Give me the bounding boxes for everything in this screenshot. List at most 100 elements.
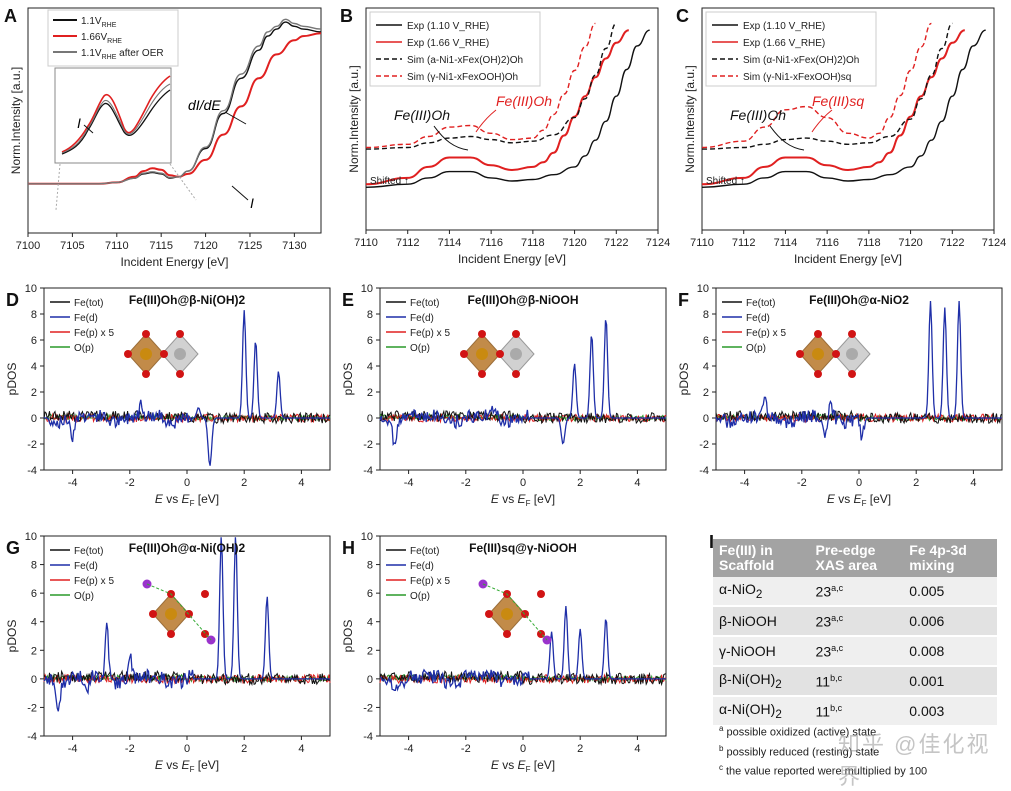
legend-entry: Fe(p) x 5 — [746, 328, 786, 339]
watermark: 知乎 @佳化视界 — [838, 732, 991, 789]
series-group — [701, 22, 986, 188]
scaffold-cell: β-Ni(OH)2 — [713, 666, 810, 697]
y-tick-label: 10 — [25, 283, 37, 295]
structure-icon — [142, 579, 216, 645]
area-cell: 11b,c — [809, 696, 904, 727]
o-atom — [176, 330, 184, 338]
y-tick-label: 6 — [367, 335, 373, 347]
shifted-label: Shifted ↑ — [706, 176, 745, 187]
legend-entry: Fe(tot) — [74, 546, 103, 557]
series-line — [43, 537, 330, 712]
x-tick-label: 7100 — [16, 240, 40, 252]
o-atom — [848, 370, 856, 378]
legend-entry: Fe(p) x 5 — [74, 328, 114, 339]
x-tick-label: 2 — [241, 743, 247, 755]
series-line — [379, 669, 667, 687]
x-tick-label: 7112 — [732, 237, 756, 249]
x-tick-label: 0 — [520, 743, 526, 755]
footnote: b possibly reduced (resting) state — [719, 743, 880, 759]
x-tick-label: 0 — [520, 477, 526, 489]
chart-panel-h: H -4 -2 0 2 4 -4 -2 0 2 4 6 8 10 E vs EF [eV] pDOS Fe(to… — [341, 531, 667, 774]
y-tick-label: 8 — [31, 560, 37, 572]
x-tick-label: -2 — [797, 477, 807, 489]
inset-leader — [55, 163, 61, 211]
scaffold-cell: α-NiO2 — [713, 577, 810, 607]
chart-panel-d: D -4 -2 0 2 4 -4 -2 0 2 4 6 8 10 E vs EF [eV] pDOS Fe(to… — [5, 283, 331, 508]
y-axis-label: Norm.Intensity [a.u.] — [9, 67, 23, 174]
x-tick-label: 7112 — [396, 237, 420, 249]
plot-title: Fe(III)Oh@β-NiOOH — [467, 293, 578, 307]
annotation-arrow — [83, 124, 94, 134]
xas-table: Fe(III) in Scaffold Pre-edge XAS area Fe… — [713, 539, 997, 727]
plot-title: Fe(III)Oh@α-NiO2 — [809, 293, 909, 307]
x-axis-label: Incident Energy [eV] — [794, 252, 902, 266]
x-tick-label: 2 — [913, 477, 919, 489]
y-tick-label: 10 — [697, 283, 709, 295]
x-tick-label: 7120 — [193, 240, 217, 252]
x-tick-label: 7125 — [238, 240, 262, 252]
legend-entry: Exp (1.10 V_RHE) — [743, 21, 825, 32]
y-tick-label: -4 — [27, 465, 37, 477]
x-tick-label: 7118 — [521, 237, 545, 249]
x-tick-label: 7110 — [105, 240, 129, 252]
legend-entry: Fe(tot) — [410, 298, 439, 309]
y-tick-label: -4 — [27, 731, 37, 743]
series-line — [701, 22, 953, 150]
plot-frame — [27, 7, 322, 234]
annotation-arrow — [475, 109, 497, 133]
legend-entry: Sim (a-Ni1-xFex(OH)2)Oh — [407, 55, 523, 66]
y-axis-label: pDOS — [5, 620, 19, 653]
plot-title: Fe(III)Oh@α-Ni(OH)2 — [129, 541, 246, 555]
y-tick-label: 0 — [31, 413, 37, 425]
y-tick-label: -4 — [699, 465, 709, 477]
panel-label: A — [4, 6, 17, 26]
legend-entry: Fe(tot) — [410, 546, 439, 557]
legend-entry: Sim (γ-Ni1-xFexOOH)sq — [743, 72, 851, 83]
legend-entry: Fe(tot) — [74, 298, 103, 309]
legend-entry: Fe(p) x 5 — [410, 328, 450, 339]
chart-panel-b: B 7110 7112 7114 7116 7118 7120 7122 7124 Inciden… — [340, 6, 670, 266]
series-group — [365, 22, 650, 188]
y-tick-label: 6 — [31, 588, 37, 600]
panel-label: C — [676, 6, 689, 26]
x-tick-label: -4 — [404, 743, 414, 755]
legend: Exp (1.10 V_RHE) Exp (1.66 V_RHE) Sim (α-N… — [705, 11, 877, 87]
x-tick-label: 4 — [970, 477, 976, 489]
legend-entry: Sim (α-Ni1-xFex(OH)2)Oh — [743, 55, 859, 66]
legend-entry: O(p) — [74, 591, 94, 602]
inset-curve-black — [61, 89, 171, 155]
y-axis-label: Norm.Intensity [a.u.] — [683, 65, 697, 172]
table-header-row: Fe(III) in Scaffold Pre-edge XAS area Fe… — [713, 539, 997, 577]
y-tick-label: 0 — [703, 413, 709, 425]
mixing-cell: 0.001 — [903, 666, 997, 697]
annotation-arrow — [769, 125, 805, 151]
area-cell: 23a,c — [809, 606, 904, 637]
legend-entry: Fe(d) — [74, 313, 98, 324]
o-atom — [460, 350, 468, 358]
x-axis-label: E vs EF [eV] — [491, 492, 555, 508]
series-line — [365, 22, 596, 149]
y-tick-label: 10 — [361, 283, 373, 295]
series-line — [28, 18, 322, 185]
x-tick-label: 7114 — [438, 237, 462, 249]
x-tick-label: 7130 — [282, 240, 306, 252]
panel-label: D — [6, 290, 19, 310]
legend: 1.1VRHE 1.66VRHE 1.1VRHE after OER — [47, 9, 179, 67]
structure-icon — [460, 330, 535, 378]
legend: Fe(tot) Fe(d) Fe(p) x 5 O(p) — [50, 298, 114, 354]
x-tick-label: 2 — [241, 477, 247, 489]
annotation-arrow — [231, 185, 249, 201]
x-tick-label: -2 — [125, 743, 135, 755]
series-group — [379, 605, 667, 692]
series-line — [379, 605, 666, 692]
table-header: Fe(III) in Scaffold — [713, 539, 810, 577]
x-tick-label: -4 — [68, 743, 78, 755]
legend-entry: O(p) — [410, 591, 430, 602]
panel-label: E — [342, 290, 354, 310]
y-tick-label: -4 — [363, 731, 373, 743]
y-tick-label: 2 — [367, 387, 373, 399]
annotation-i: I — [250, 195, 254, 211]
fe-atom — [812, 348, 824, 360]
x-axis-label: E vs EF [eV] — [827, 492, 891, 508]
y-tick-label: 8 — [367, 560, 373, 572]
